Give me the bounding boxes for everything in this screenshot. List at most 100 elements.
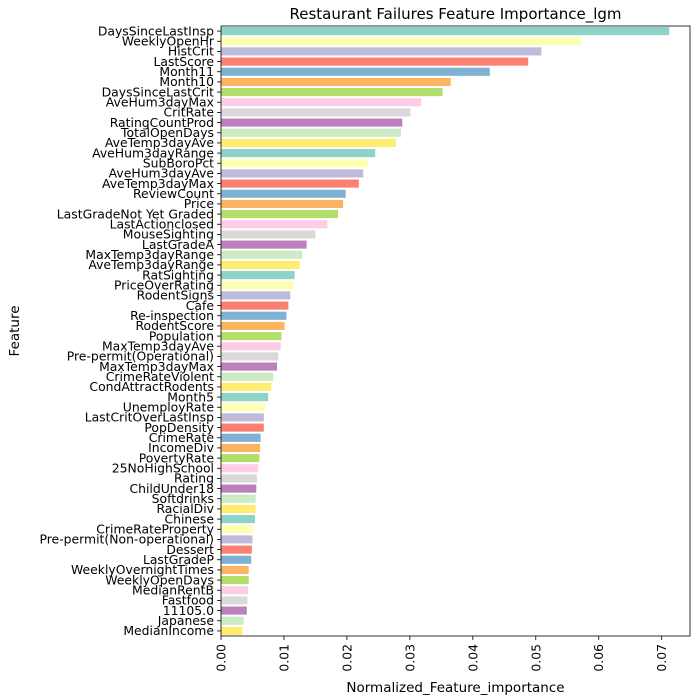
- y-tick-label: LastActionclosed: [110, 217, 214, 232]
- bar: [221, 199, 344, 208]
- y-tick-label: LastGradeA: [142, 237, 215, 252]
- bar: [221, 413, 264, 422]
- y-tick-label: LastScore: [153, 54, 214, 69]
- y-tick-label: WeeklyOvernightTimes: [71, 562, 214, 577]
- bar: [221, 484, 257, 493]
- bar: [221, 250, 303, 259]
- y-tick-label: PriceOverRating: [114, 278, 214, 293]
- bar: [221, 433, 261, 442]
- y-tick-label: Month5: [167, 389, 214, 404]
- bar: [221, 606, 247, 615]
- y-tick-label: UnemployRate: [123, 400, 214, 415]
- y-tick-label: Cafe: [186, 298, 214, 313]
- bar: [221, 281, 295, 290]
- bar: [221, 230, 316, 239]
- y-tick-label: MaxTemp3dayRange: [85, 247, 214, 262]
- y-tick-labels: DaysSinceLastInspWeeklyOpenHrHistCritLas…: [39, 23, 221, 638]
- y-tick-label: CrimeRateViolent: [106, 369, 214, 384]
- bar: [221, 77, 451, 86]
- x-tick-label: 0.06: [591, 644, 606, 672]
- y-tick-label: MedianIncome: [123, 623, 214, 638]
- bar: [221, 342, 281, 351]
- y-tick-label: MaxTemp3dayMax: [99, 359, 214, 374]
- y-tick-label: WeeklyOpenDays: [105, 572, 214, 587]
- y-tick-label: Fastfood: [162, 593, 214, 608]
- chart-title: Restaurant Failures Feature Importance_l…: [289, 5, 621, 24]
- plot-frame: [220, 25, 691, 637]
- x-tick-label: 0.04: [465, 644, 480, 672]
- bar: [221, 352, 279, 361]
- y-tick-label: RatingCountProd: [110, 115, 214, 130]
- x-tick-label: 0.07: [654, 644, 669, 672]
- bar: [221, 210, 339, 219]
- y-tick-label: AveTemp3dayMax: [102, 176, 214, 191]
- y-tick-label: Softdrinks: [152, 491, 214, 506]
- y-tick-label: CritRate: [164, 105, 214, 120]
- bar: [221, 616, 244, 625]
- y-tick-label: AveHum3dayMax: [106, 95, 214, 110]
- bar: [221, 240, 307, 249]
- bar: [221, 291, 291, 300]
- y-tick-label: DaysSinceLastInsp: [98, 23, 214, 38]
- bar: [221, 37, 582, 46]
- y-tick-label: Month11: [159, 64, 214, 79]
- y-tick-label: 11105.0: [163, 603, 214, 618]
- x-tick-label: 0.05: [528, 644, 543, 672]
- bar: [221, 362, 278, 371]
- bar: [221, 454, 260, 463]
- bar: [221, 88, 443, 97]
- bar: [221, 443, 261, 452]
- bar: [221, 403, 266, 412]
- bar: [221, 57, 529, 66]
- y-tick-label: MouseSighting: [123, 227, 214, 242]
- bar: [221, 555, 252, 564]
- bar: [221, 321, 285, 330]
- x-axis-label: Normalized_Feature_importance: [346, 680, 564, 696]
- y-tick-label: AveHum3dayRange: [92, 145, 214, 160]
- y-tick-label: AveHum3dayAve: [109, 166, 214, 181]
- bar: [221, 535, 253, 544]
- y-tick-label: CrimeRateProperty: [96, 522, 214, 537]
- bar: [221, 494, 256, 503]
- y-tick-label: LastCritOverLastInsp: [85, 410, 214, 425]
- bar: [221, 545, 252, 554]
- y-tick-label: Rating: [174, 471, 214, 486]
- bar: [221, 67, 490, 76]
- y-tick-label: 25NoHighSchool: [112, 461, 214, 476]
- y-tick-label: Price: [184, 196, 214, 211]
- bar: [221, 382, 272, 391]
- y-tick-label: IncomeDiv: [148, 440, 214, 455]
- bar: [221, 332, 282, 341]
- bar: [221, 423, 264, 432]
- y-axis-label: Feature: [7, 305, 23, 356]
- bar: [221, 220, 328, 229]
- y-tick-label: CrimeRate: [149, 430, 214, 445]
- y-tick-label: Pre-permit(Operational): [67, 349, 214, 364]
- x-tick-label: 0.02: [339, 644, 354, 672]
- bar: [221, 27, 670, 36]
- y-tick-label: Dessert: [166, 542, 214, 557]
- bar: [221, 301, 289, 310]
- y-tick-label: Japanese: [157, 613, 214, 628]
- y-tick-label: AveTemp3dayAve: [105, 135, 214, 150]
- y-tick-label: RacialDiv: [156, 501, 214, 516]
- bar: [221, 525, 254, 534]
- y-tick-label: PopDensity: [144, 420, 214, 435]
- bar: [221, 138, 397, 147]
- y-tick-label: RodentScore: [135, 318, 214, 333]
- y-tick-label: DaysSinceLastCrit: [102, 84, 215, 99]
- x-tick-labels: 0.00 0.01 0.02 0.03 0.04 0.05 0.06 0.07: [214, 636, 669, 672]
- y-tick-label: AveTemp3dayRange: [88, 257, 214, 272]
- y-tick-label: ReviewCount: [133, 186, 214, 201]
- bar: [221, 372, 274, 381]
- x-tick-label: 0.01: [276, 644, 291, 672]
- bar: [221, 311, 287, 320]
- y-tick-label: RodentSigns: [137, 288, 214, 303]
- bar: [221, 626, 243, 635]
- y-tick-label: LastGradeP: [143, 552, 215, 567]
- y-tick-label: MaxTemp3dayAve: [102, 339, 214, 354]
- bar: [221, 260, 300, 269]
- y-tick-label: CondAttractRodents: [89, 379, 214, 394]
- bar: [221, 515, 255, 524]
